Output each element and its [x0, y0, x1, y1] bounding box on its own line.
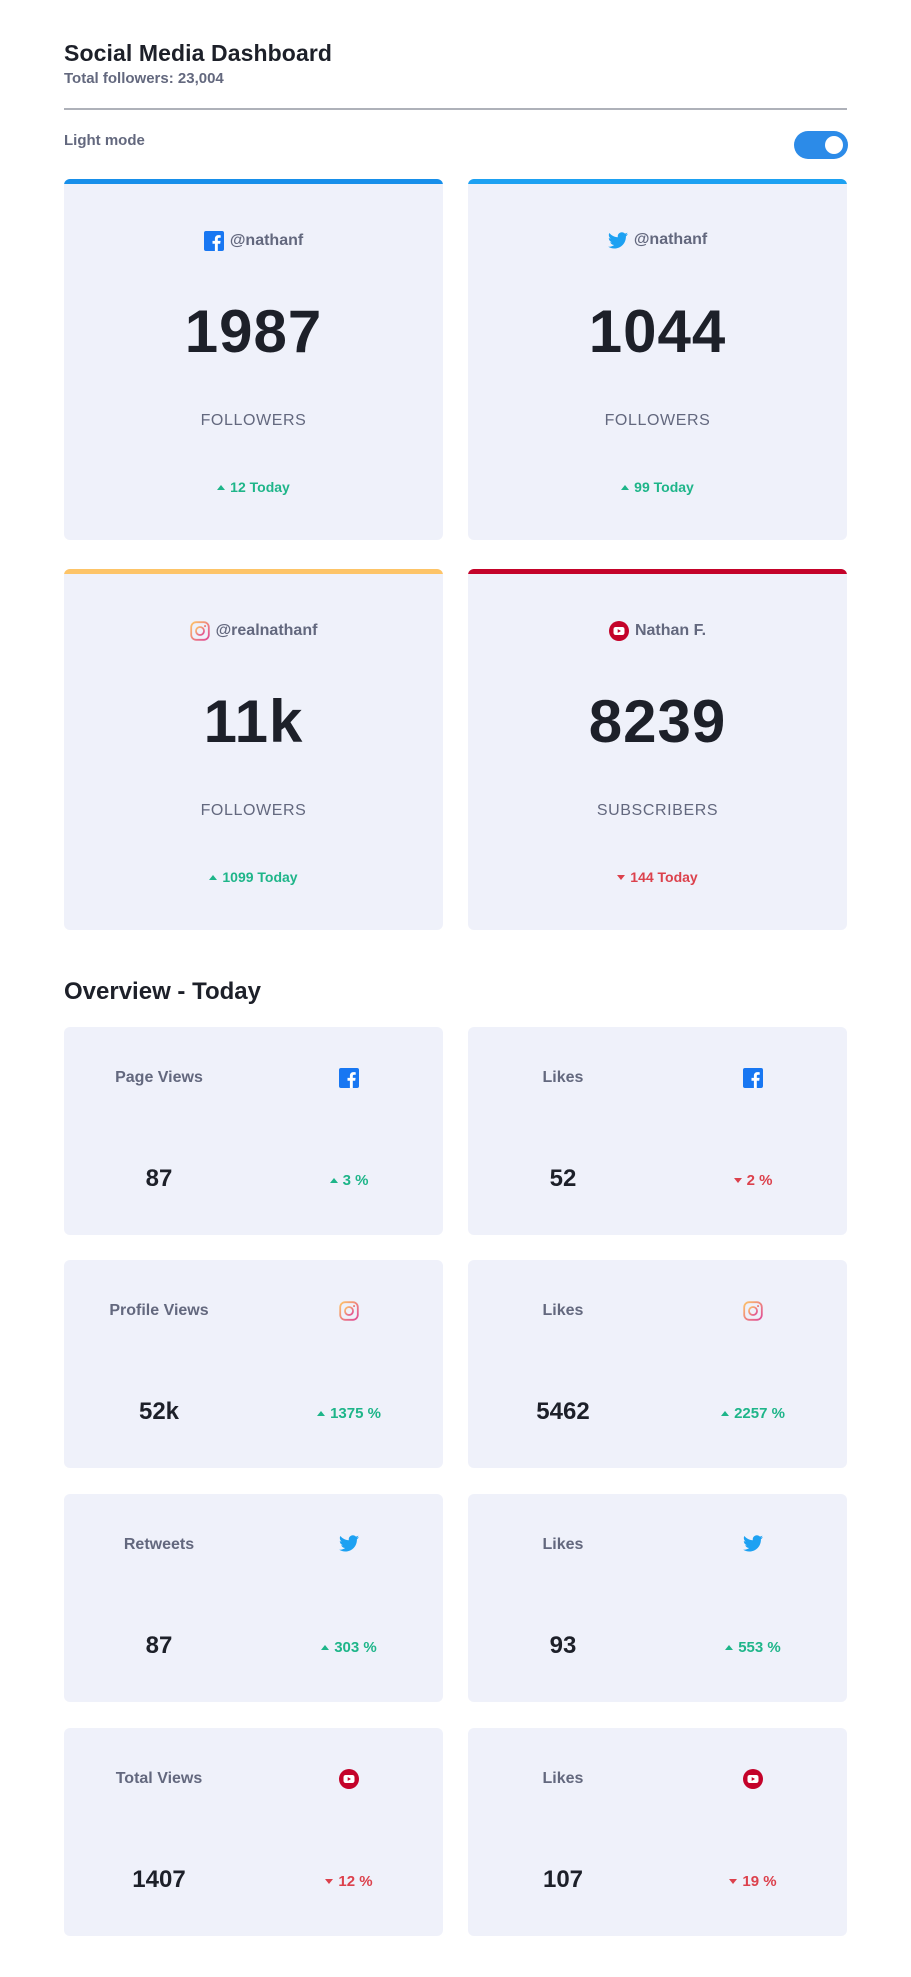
overview-change: 553 % [738, 1639, 781, 1656]
twitter-icon [607, 231, 628, 249]
card-accent-bar [64, 179, 443, 184]
overview-value: 107 [542, 1866, 584, 1893]
card-change: 1099 Today [222, 869, 298, 885]
overview-label: Page Views [115, 1069, 203, 1086]
overview-card[interactable]: Likes 93 553 % [468, 1494, 847, 1702]
card-count: 11k [203, 688, 304, 755]
overview-value: 52k [138, 1398, 180, 1425]
instagram-icon [189, 621, 210, 641]
card-twitter[interactable]: @nathanf 1044 FOLLOWERS 99 Today [468, 179, 847, 540]
overview-change: 12 % [338, 1873, 373, 1890]
overview-card[interactable]: Retweets 87 303 % [64, 1494, 443, 1702]
overview-value: 87 [145, 1165, 173, 1192]
overview-card[interactable]: Likes 5462 2257 % [468, 1260, 847, 1468]
overview-label: Likes [542, 1770, 584, 1787]
card-handle: @nathanf [229, 232, 304, 249]
arrow-down-icon [617, 874, 626, 880]
overview-card[interactable]: Likes 52 2 % [468, 1027, 847, 1235]
overview-value: 93 [549, 1632, 577, 1659]
card-change: 99 Today [634, 479, 694, 495]
youtube-icon [743, 1769, 763, 1789]
arrow-down-icon [729, 1879, 738, 1884]
card-facebook[interactable]: @nathanf 1987 FOLLOWERS 12 Today [64, 179, 443, 540]
card-count: 1044 [588, 298, 727, 365]
arrow-up-icon [721, 1411, 730, 1416]
arrow-up-icon [621, 484, 630, 490]
facebook-icon [339, 1068, 359, 1088]
twitter-icon [743, 1535, 763, 1555]
arrow-down-icon [325, 1879, 334, 1884]
card-instagram[interactable]: @realnathanf 11k FOLLOWERS 1099 Today [64, 569, 443, 930]
toggle-knob [825, 136, 843, 154]
overview-change: 19 % [742, 1873, 777, 1890]
instagram-icon [339, 1301, 359, 1321]
page-title: Social Media Dashboard [64, 40, 333, 66]
arrow-up-icon [317, 1411, 326, 1416]
arrow-down-icon [733, 1178, 742, 1183]
card-unit: FOLLOWERS [200, 412, 307, 429]
overview-change: 2257 % [734, 1405, 785, 1422]
overview-change: 303 % [334, 1639, 377, 1656]
arrow-up-icon [329, 1178, 338, 1183]
card-change: 12 Today [230, 479, 290, 495]
card-unit: SUBSCRIBERS [596, 802, 719, 819]
overview-card[interactable]: Page Views 87 3 % [64, 1027, 443, 1235]
arrow-up-icon [725, 1645, 734, 1650]
facebook-icon [203, 231, 224, 251]
overview-change: 1375 % [330, 1405, 381, 1422]
arrow-up-icon [209, 874, 218, 880]
overview-label: Likes [542, 1069, 584, 1086]
overview-card[interactable]: Total Views 1407 12 % [64, 1728, 443, 1936]
youtube-icon [608, 621, 629, 641]
card-accent-bar [64, 569, 443, 574]
overview-change: 2 % [746, 1172, 773, 1189]
theme-toggle[interactable] [794, 131, 848, 159]
instagram-icon [743, 1301, 763, 1321]
overview-change: 3 % [342, 1172, 369, 1189]
overview-label: Total Views [115, 1770, 203, 1787]
youtube-icon [339, 1769, 359, 1789]
card-handle: @nathanf [633, 231, 708, 248]
overview-card[interactable]: Profile Views 52k 1375 % [64, 1260, 443, 1468]
overview-value: 1407 [132, 1866, 186, 1893]
overview-label: Likes [542, 1302, 584, 1319]
twitter-icon [339, 1535, 359, 1555]
arrow-up-icon [217, 484, 226, 490]
card-handle: @realnathanf [215, 622, 318, 639]
card-count: 1987 [184, 298, 323, 365]
card-unit: FOLLOWERS [200, 802, 307, 819]
mode-label: Light mode [64, 132, 145, 149]
card-accent-bar [468, 569, 847, 574]
overview-label: Retweets [123, 1536, 195, 1553]
arrow-up-icon [321, 1645, 330, 1650]
header-divider [64, 108, 847, 110]
card-count: 8239 [588, 688, 727, 755]
overview-value: 52 [549, 1165, 577, 1192]
overview-value: 5462 [536, 1398, 590, 1425]
overview-card[interactable]: Likes 107 19 % [468, 1728, 847, 1936]
overview-label: Profile Views [109, 1302, 209, 1319]
overview-title: Overview - Today [64, 978, 261, 1005]
card-change: 144 Today [630, 869, 698, 885]
facebook-icon [743, 1068, 763, 1088]
overview-label: Likes [542, 1536, 584, 1553]
total-followers: Total followers: 23,004 [64, 70, 224, 87]
card-handle: Nathan F. [634, 622, 707, 639]
card-unit: FOLLOWERS [604, 412, 711, 429]
card-youtube[interactable]: Nathan F. 8239 SUBSCRIBERS 144 Today [468, 569, 847, 930]
card-accent-bar [468, 179, 847, 184]
overview-value: 87 [145, 1632, 173, 1659]
